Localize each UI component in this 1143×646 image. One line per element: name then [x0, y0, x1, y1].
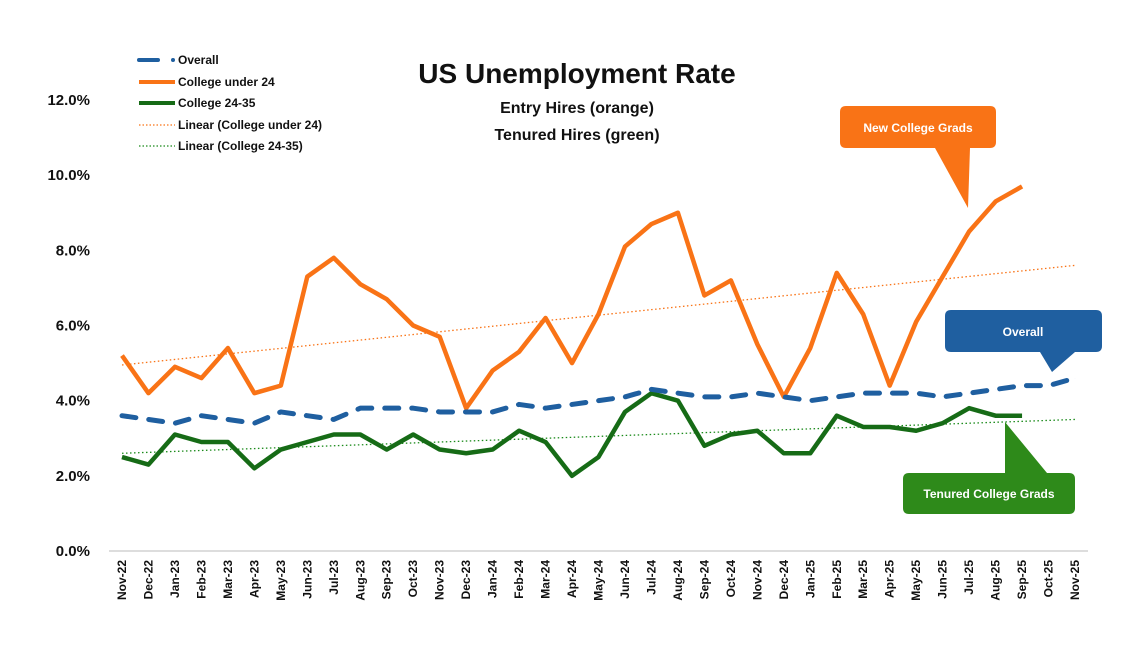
x-tick-label: Apr-23: [247, 560, 261, 598]
x-tick-label: Dec-22: [141, 560, 155, 600]
x-tick-label: Dec-23: [459, 560, 473, 600]
y-tick-label: 2.0%: [56, 468, 90, 485]
x-tick-label: Jul-24: [644, 560, 658, 595]
series-layer: [122, 186, 1075, 476]
chart-subtitle-2: Tenured Hires (green): [494, 127, 659, 144]
series-line-college-under-24: [122, 186, 1022, 408]
x-tick-label: Jan-25: [803, 560, 817, 598]
x-tick-label: Aug-23: [353, 560, 367, 601]
x-tick-label: Oct-25: [1042, 560, 1056, 598]
y-tick-label: 0.0%: [56, 543, 90, 560]
y-tick-label: 8.0%: [56, 242, 90, 259]
x-tick-label: Oct-23: [406, 560, 420, 598]
y-tick-label: 6.0%: [56, 318, 90, 335]
callout-tenured-label: Tenured College Grads: [923, 487, 1054, 501]
x-tick-label: Mar-24: [539, 560, 553, 599]
x-tick-label: Sep-24: [697, 560, 711, 600]
chart-title: US Unemployment Rate: [418, 58, 735, 89]
x-tick-label: Apr-24: [565, 560, 579, 598]
legend-label-college-under-24: College under 24: [178, 75, 275, 89]
x-tick-label: Jan-24: [486, 560, 500, 598]
chart-subtitle-1: Entry Hires (orange): [500, 100, 654, 117]
y-tick-label: 4.0%: [56, 393, 90, 410]
x-tick-label: May-23: [274, 560, 288, 601]
legend-label-linear-24-35: Linear (College 24-35): [178, 139, 303, 153]
x-tick-label: Jun-25: [936, 560, 950, 599]
x-tick-label: Feb-23: [194, 560, 208, 599]
callout-new-grads-label: New College Grads: [863, 121, 973, 135]
legend-label-college-24-35: College 24-35: [178, 96, 256, 110]
x-tick-label: Feb-25: [830, 560, 844, 599]
legend-label-overall: Overall: [178, 53, 219, 67]
x-tick-label: Jul-25: [962, 560, 976, 595]
x-tick-label: Sep-23: [380, 560, 394, 600]
x-axis: Nov-22 Dec-22 Jan-23 Feb-23 Mar-23 Apr-23 May-…: [109, 551, 1088, 601]
legend: Overall College under 24 College 24-35 L…: [139, 53, 322, 153]
x-tick-label: Jun-23: [300, 560, 314, 599]
legend-label-linear-under-24: Linear (College under 24): [178, 118, 322, 132]
x-tick-label: Jul-23: [327, 560, 341, 595]
x-tick-label: Nov-24: [750, 560, 764, 600]
callouts: New College Grads Overall Tenured Colleg…: [840, 106, 1102, 514]
x-tick-label: Dec-24: [777, 560, 791, 600]
x-tick-label: Nov-22: [115, 560, 129, 600]
legend-swatch-overall-dot: [171, 58, 175, 62]
x-tick-label: Feb-24: [512, 560, 526, 599]
x-tick-label: Nov-23: [433, 560, 447, 600]
x-tick-label: Mar-23: [221, 560, 235, 599]
x-tick-label: Aug-25: [989, 560, 1003, 601]
x-tick-label: Aug-24: [671, 560, 685, 601]
x-tick-label: Oct-24: [724, 560, 738, 598]
x-tick-label: Nov-25: [1068, 560, 1082, 600]
y-tick-label: 12.0%: [47, 92, 90, 109]
x-tick-label: May-24: [592, 560, 606, 601]
x-tick-label: Sep-25: [1015, 560, 1029, 600]
x-tick-label: Mar-25: [856, 560, 870, 599]
callout-overall-bubble: [945, 310, 1102, 372]
y-axis: 0.0% 2.0% 4.0% 6.0% 8.0% 10.0% 12.0%: [47, 92, 90, 560]
x-tick-label: Jan-23: [168, 560, 182, 598]
callout-overall-label: Overall: [1003, 325, 1044, 339]
x-tick-label: Apr-25: [883, 560, 897, 598]
x-tick-label: May-25: [909, 560, 923, 601]
x-tick-label: Jun-24: [618, 560, 632, 599]
y-tick-label: 10.0%: [47, 167, 90, 184]
